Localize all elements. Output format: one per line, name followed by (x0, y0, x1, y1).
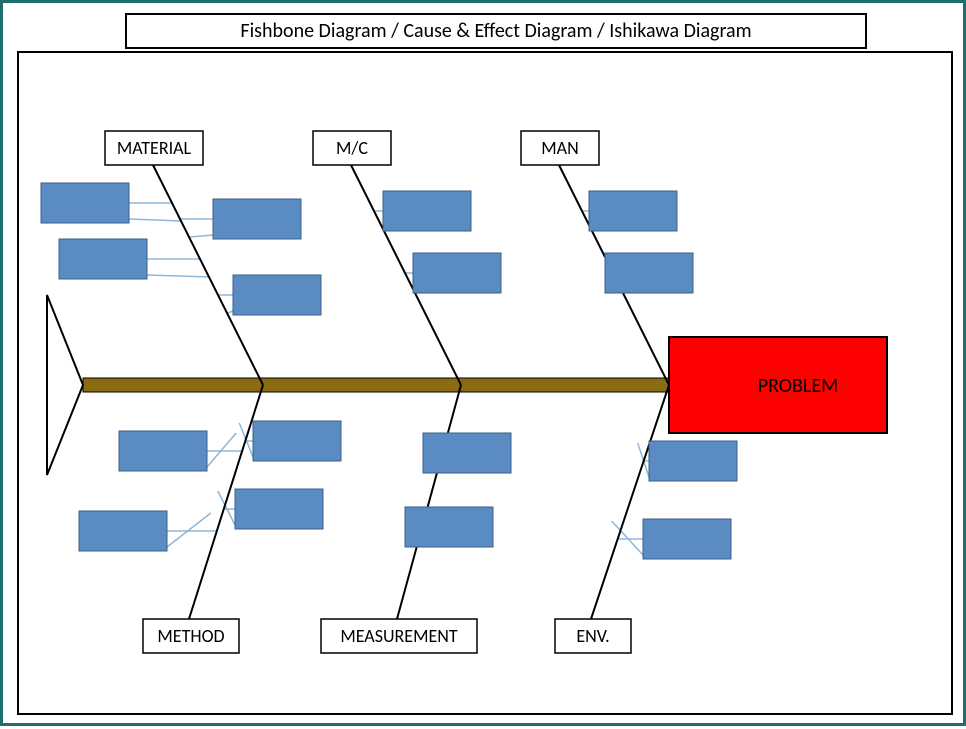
cause-box-mc-0 (383, 191, 471, 231)
cause-box-method-0 (119, 431, 207, 471)
connector2-material-0 (129, 219, 182, 221)
cause-box-mc-1 (413, 253, 501, 293)
cause-box-man-1 (605, 253, 693, 293)
cause-box-env-0 (649, 441, 737, 481)
category-label-material: MATERIAL (117, 137, 192, 159)
outer-frame: Fishbone Diagram / Cause & Effect Diagra… (0, 0, 966, 726)
cause-box-man-0 (589, 191, 677, 231)
bone-measurement (397, 385, 461, 619)
spine (83, 378, 669, 392)
cause-box-method-2 (253, 421, 341, 461)
fish-tail (47, 295, 83, 475)
cause-box-env-1 (643, 519, 731, 559)
category-label-measurement: MEASUREMENT (340, 625, 458, 647)
connector2-material-1 (147, 275, 210, 277)
cause-box-material-3 (233, 275, 321, 315)
category-label-env: ENV. (576, 625, 609, 647)
cause-box-measurement-1 (405, 507, 493, 547)
connector2-material-2 (190, 235, 213, 237)
connector2-material-3 (228, 311, 233, 313)
fishbone-diagram: PROBLEM MATERIAL M/C MAN METHOD MEASUREMENT EN… (3, 3, 966, 729)
category-label-mc: M/C (336, 137, 368, 159)
cause-box-measurement-0 (423, 433, 511, 473)
cause-box-material-2 (213, 199, 301, 239)
bone-env (591, 385, 669, 619)
connector2-method-0 (207, 433, 236, 467)
cause-box-method-1 (79, 511, 167, 551)
cause-box-material-0 (41, 183, 129, 223)
cause-box-method-3 (235, 489, 323, 529)
connector2-env-1 (612, 521, 643, 555)
diagram-title-box: Fishbone Diagram / Cause & Effect Diagra… (125, 13, 867, 49)
category-label-man: MAN (541, 137, 578, 159)
problem-label: PROBLEM (758, 374, 838, 398)
diagram-title: Fishbone Diagram / Cause & Effect Diagra… (240, 19, 751, 43)
cause-box-material-1 (59, 239, 147, 279)
connector2-method-1 (167, 513, 211, 547)
category-label-method: METHOD (157, 625, 224, 647)
